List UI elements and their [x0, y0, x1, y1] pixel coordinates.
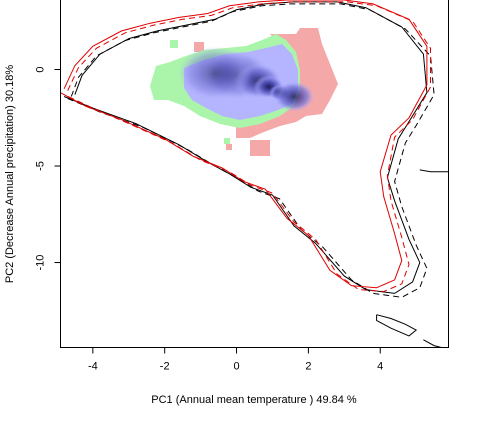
y-tick-label: -5 [35, 161, 47, 171]
green-patch [170, 40, 178, 48]
x-axis: -4 -2 0 2 4 [88, 347, 383, 373]
outline-black-solid [423, 339, 442, 348]
x-tick-label: 2 [305, 361, 311, 373]
density-core-blob [177, 46, 253, 101]
density-core-blob [273, 81, 315, 112]
x-tick-label: -2 [160, 361, 170, 373]
y-tick-label: -10 [35, 255, 47, 271]
x-tick-label: -4 [88, 361, 98, 373]
outline-red-dashed [63, 1, 431, 293]
y-tick-label: 0 [35, 66, 47, 72]
x-tick-label: 4 [377, 361, 383, 373]
outline-black-solid [376, 314, 418, 337]
x-axis-title: PC1 (Annual mean temperature ) 49.84 % [151, 394, 357, 406]
outline-black-solid [419, 169, 449, 173]
outline-black-solid [63, 1, 428, 294]
plot-frame [60, 0, 449, 348]
pink-region-main [236, 28, 338, 138]
density-region [177, 44, 315, 120]
green-patch [224, 138, 230, 144]
pink-patch [250, 140, 270, 156]
x-tick-label: 0 [233, 361, 239, 373]
pink-patch [194, 42, 204, 52]
density-core [177, 46, 315, 112]
pink-region [194, 28, 338, 156]
range-outlines [60, 0, 449, 348]
outline-red-solid [60, 0, 428, 289]
pink-patch [226, 144, 232, 150]
outline-black-dashed [67, 3, 435, 298]
y-axis-title: PC2 (Decrease Annual precipitation) 30.1… [4, 65, 16, 284]
y-axis: 0 -5 -10 [35, 66, 61, 271]
